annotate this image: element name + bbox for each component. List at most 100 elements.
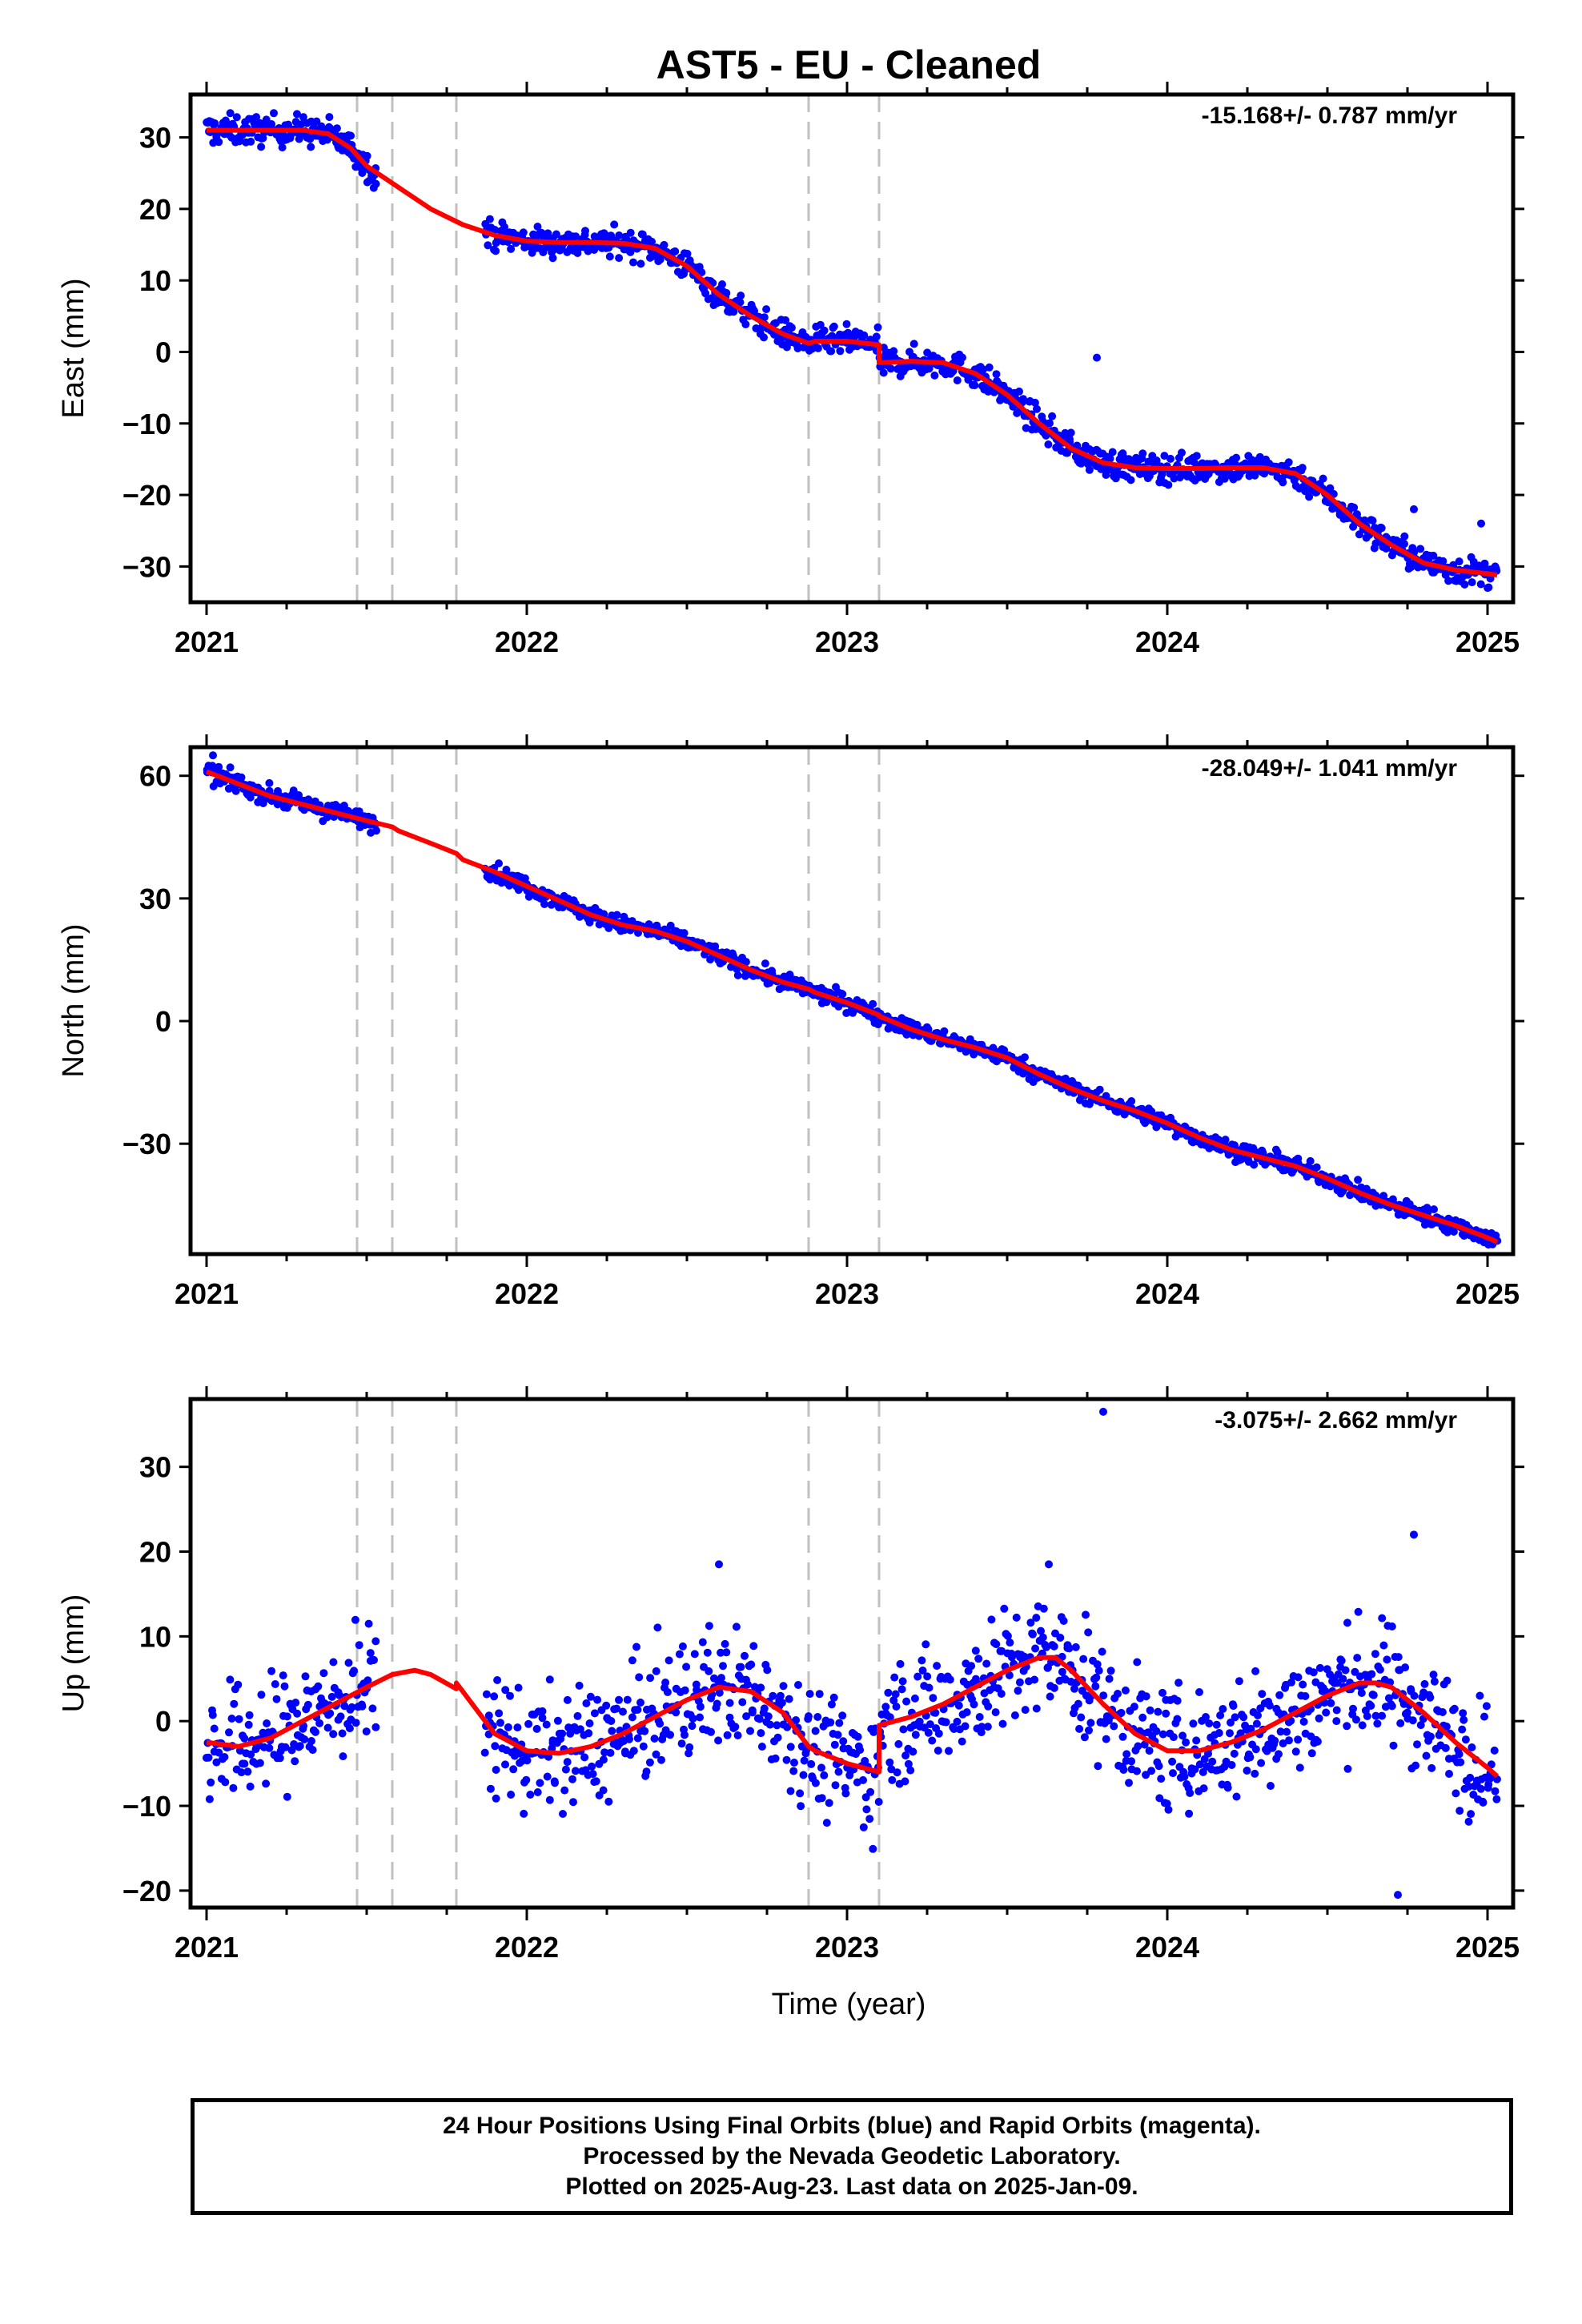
data-point xyxy=(923,1672,932,1681)
data-point xyxy=(757,1683,765,1692)
data-point xyxy=(866,1787,875,1796)
data-point xyxy=(904,1759,913,1768)
data-point xyxy=(678,1642,687,1651)
data-point xyxy=(1226,1729,1234,1738)
data-point xyxy=(1019,395,1027,404)
data-point-outlier xyxy=(1093,353,1101,362)
data-point xyxy=(998,1719,1007,1728)
data-point xyxy=(885,1758,894,1767)
data-point xyxy=(612,911,621,919)
data-point xyxy=(796,1789,805,1798)
data-point xyxy=(514,1683,523,1692)
data-point xyxy=(1232,453,1241,462)
data-point xyxy=(1033,404,1041,413)
data-points xyxy=(202,1407,1501,1900)
data-point xyxy=(215,138,223,147)
y-axis-label: East (mm) xyxy=(57,278,90,418)
data-point xyxy=(1162,1799,1171,1808)
data-point xyxy=(1358,1721,1367,1730)
data-point xyxy=(492,1794,500,1803)
data-point xyxy=(838,1711,847,1720)
data-point xyxy=(1230,1749,1239,1758)
data-point xyxy=(265,778,274,787)
data-point xyxy=(742,1712,751,1721)
data-point xyxy=(836,347,845,356)
data-point xyxy=(1400,540,1408,549)
data-point xyxy=(856,1746,865,1755)
x-tick-label: 2022 xyxy=(495,1931,559,1964)
data-point xyxy=(983,1723,992,1731)
data-point xyxy=(244,1720,253,1729)
model-fit-line xyxy=(205,769,1499,1244)
data-point xyxy=(326,1709,335,1718)
data-point xyxy=(1030,398,1039,407)
data-point xyxy=(1247,1724,1255,1733)
data-point xyxy=(804,1712,813,1721)
data-point xyxy=(917,1656,926,1665)
data-point xyxy=(1449,1228,1458,1236)
data-point xyxy=(1456,1758,1465,1767)
data-point xyxy=(576,1725,584,1734)
data-point xyxy=(696,1703,705,1711)
data-point xyxy=(1294,1735,1303,1744)
data-point xyxy=(771,1754,780,1763)
data-point xyxy=(653,1623,662,1632)
data-point xyxy=(979,365,987,374)
x-tick-label: 2023 xyxy=(815,1931,879,1964)
data-point xyxy=(1058,1667,1066,1676)
y-tick-label: 0 xyxy=(155,1005,171,1038)
data-point xyxy=(1191,1765,1199,1774)
data-point xyxy=(815,1690,824,1699)
data-point xyxy=(781,316,790,324)
data-point xyxy=(859,1775,867,1784)
data-point xyxy=(1339,1675,1347,1683)
data-point xyxy=(879,368,888,377)
data-point xyxy=(650,1735,659,1743)
data-point xyxy=(817,1794,826,1803)
data-point xyxy=(265,1743,274,1752)
data-point xyxy=(930,371,939,380)
panel-1: 30 20 10 0 −10 −20 −30 2021 2022 2023 2024 2025 East… xyxy=(57,82,1524,658)
data-point xyxy=(1077,1713,1086,1722)
data-point xyxy=(1285,1736,1293,1745)
data-point xyxy=(873,323,882,332)
data-point xyxy=(608,1727,616,1735)
data-point xyxy=(1396,1719,1405,1727)
data-point xyxy=(889,1696,898,1705)
data-point xyxy=(615,231,624,239)
data-point xyxy=(1301,1692,1310,1700)
data-point xyxy=(207,1778,215,1787)
data-point xyxy=(625,1735,633,1743)
data-point xyxy=(787,324,796,332)
data-point xyxy=(934,1747,942,1755)
data-point xyxy=(813,1713,822,1721)
data-point xyxy=(1327,1699,1335,1707)
data-point xyxy=(1367,1702,1375,1710)
data-point xyxy=(533,1788,542,1796)
data-point xyxy=(295,1742,304,1751)
data-point xyxy=(212,1758,221,1767)
data-point xyxy=(707,1727,715,1736)
data-point xyxy=(526,1791,535,1799)
data-point xyxy=(777,1699,786,1707)
data-point xyxy=(1195,1760,1204,1769)
data-point xyxy=(1038,1633,1047,1642)
data-point xyxy=(1121,1686,1130,1695)
data-point xyxy=(1438,1708,1447,1716)
data-point xyxy=(368,1704,377,1713)
data-point xyxy=(1401,1663,1410,1672)
data-point xyxy=(1192,452,1201,460)
data-point xyxy=(1377,524,1386,533)
data-point xyxy=(1460,1715,1468,1724)
data-point xyxy=(1250,1160,1259,1169)
data-point xyxy=(1312,1163,1321,1172)
data-point xyxy=(1050,1642,1058,1651)
data-point xyxy=(827,1700,836,1709)
data-point xyxy=(1251,1745,1260,1754)
data-point xyxy=(1223,1783,1232,1792)
data-point xyxy=(604,1797,613,1806)
data-point xyxy=(1061,428,1070,437)
data-point xyxy=(924,1025,933,1034)
data-point xyxy=(1032,1704,1041,1713)
data-point xyxy=(234,1680,243,1689)
